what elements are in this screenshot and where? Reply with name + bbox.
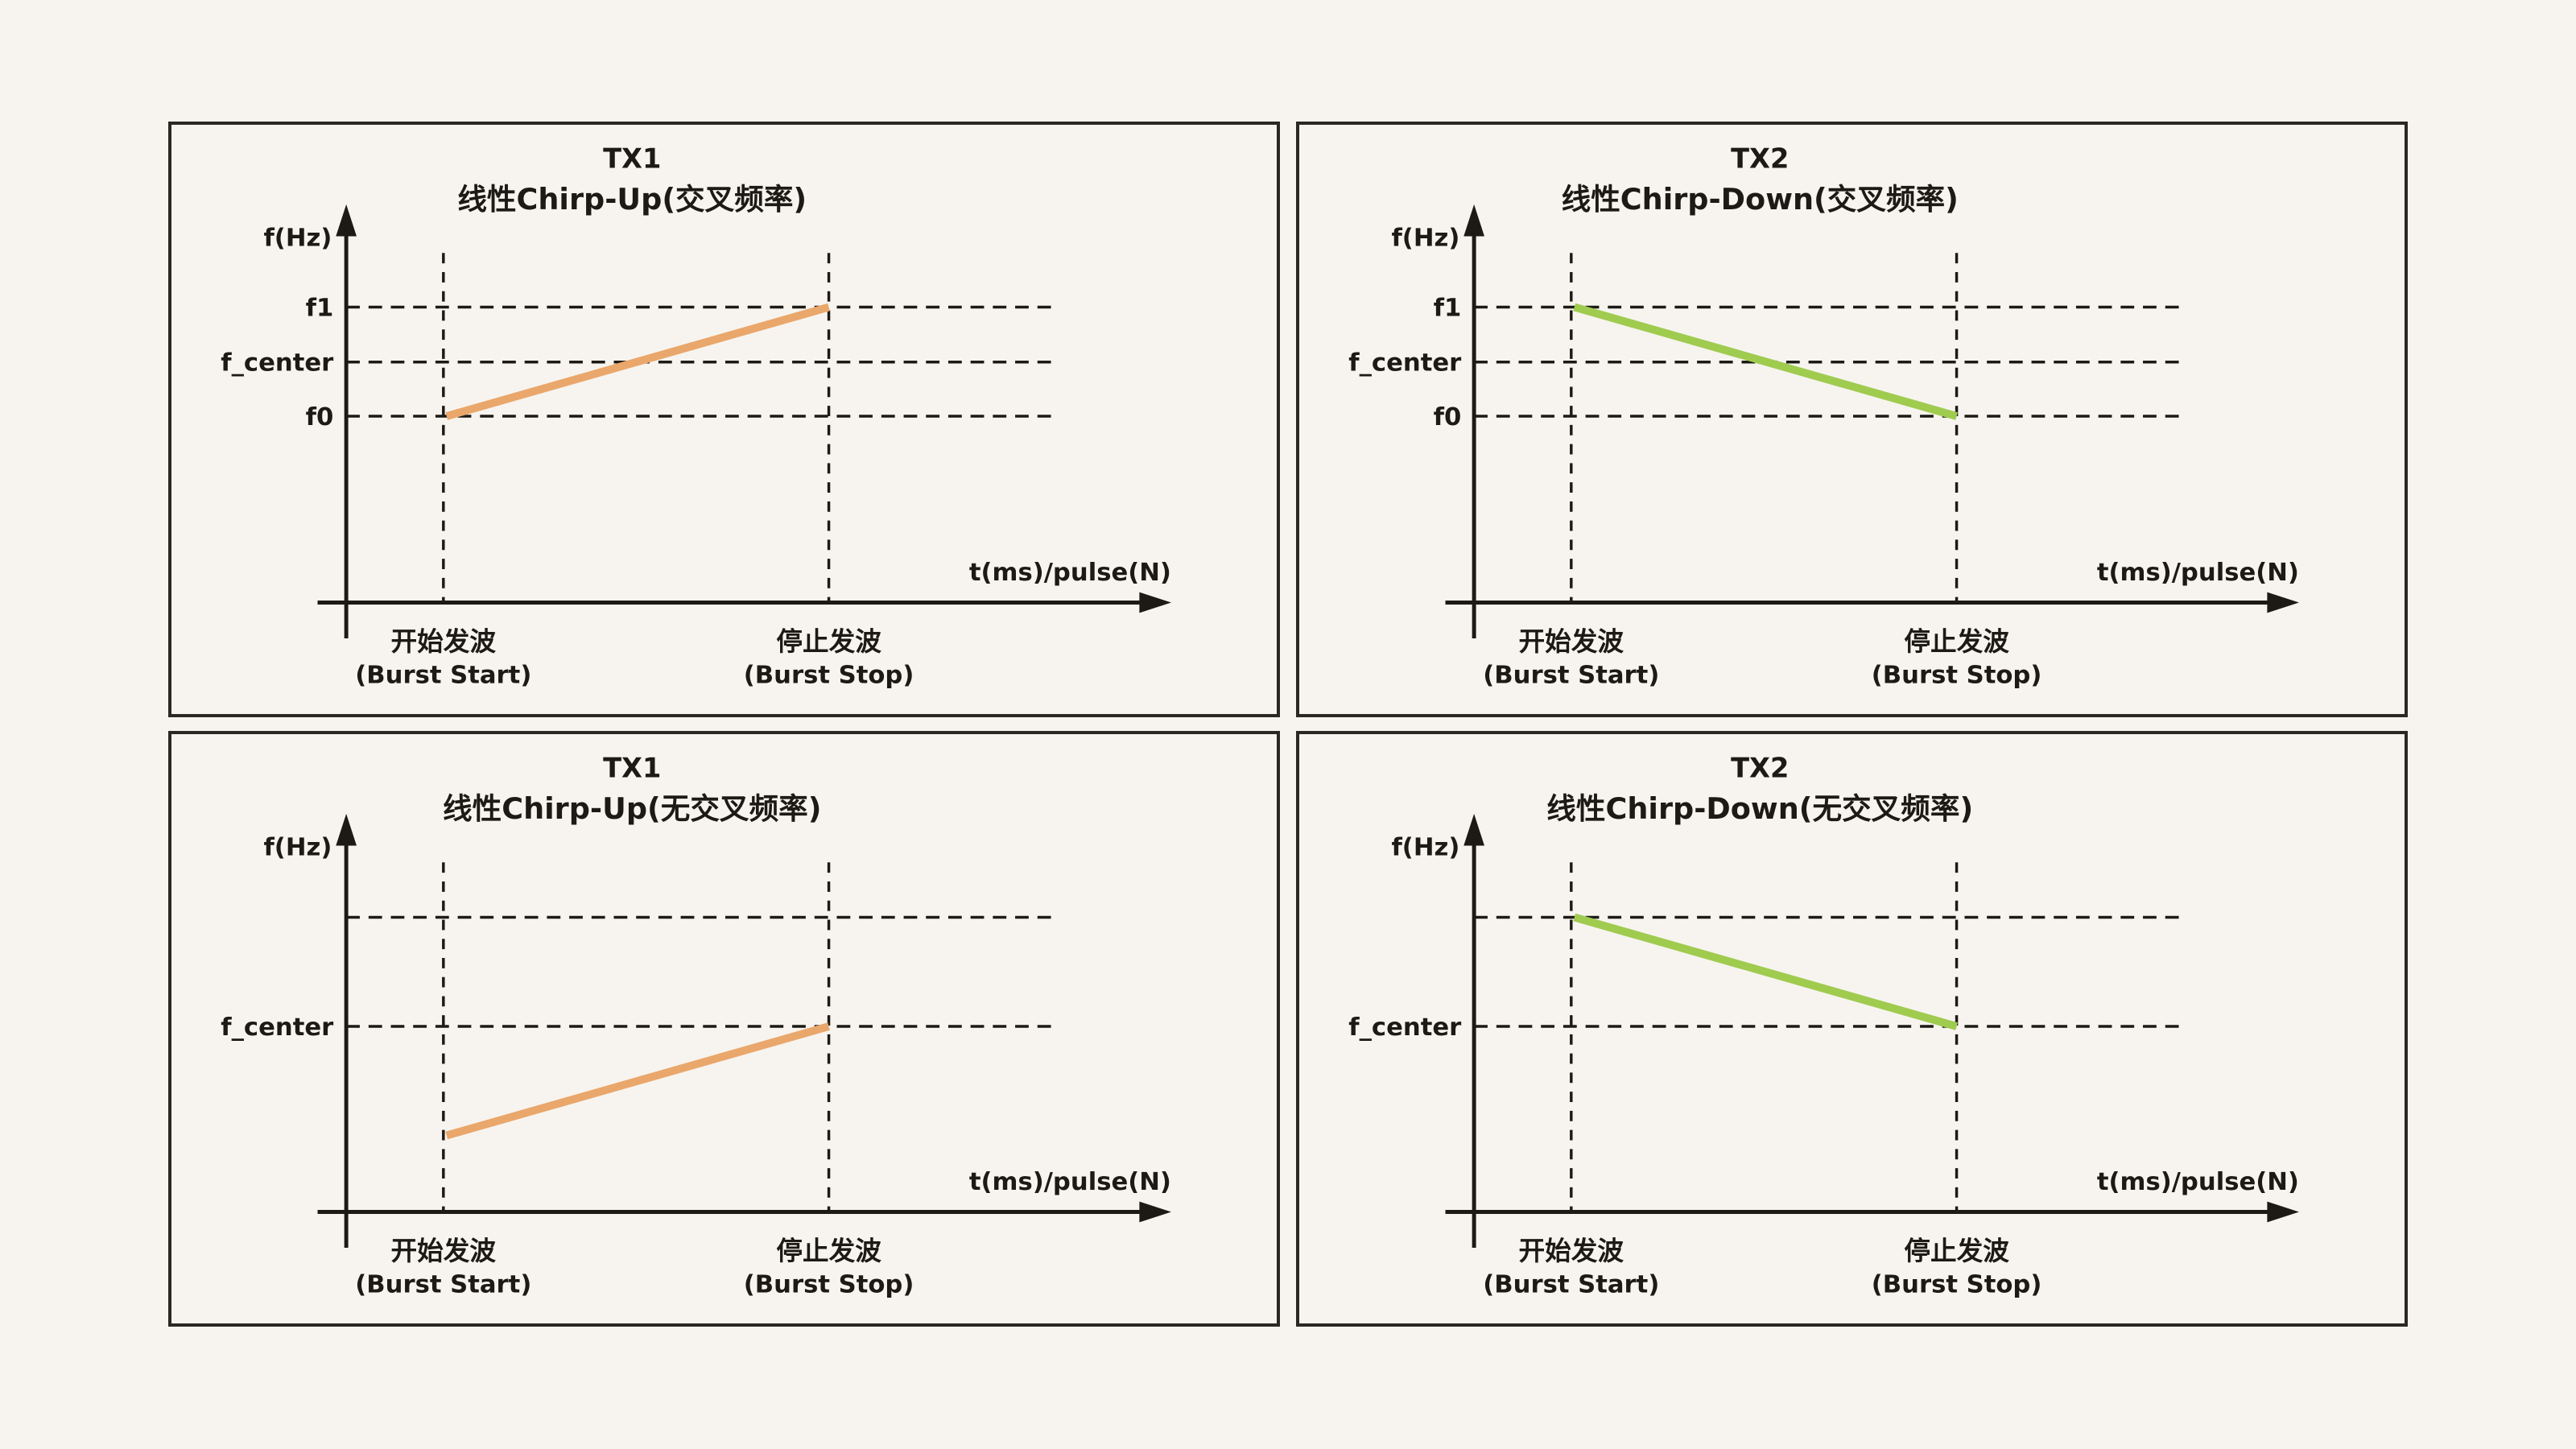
x-axis-label: t(ms)/pulse(N) bbox=[969, 559, 1171, 587]
y-tick-label: f_center bbox=[221, 349, 334, 378]
chirp-line-down bbox=[1573, 913, 1958, 1030]
panel-tx1-chirp-up-nocross: f_center TX1 线性Chirp-Up(无交叉频率) f(Hz) t(ms)/p… bbox=[168, 731, 1280, 1327]
y-axis-label: f(Hz) bbox=[263, 833, 332, 861]
y-axis-label: f(Hz) bbox=[1391, 833, 1459, 861]
x-axis-label: t(ms)/pulse(N) bbox=[969, 1168, 1171, 1196]
x-axis-label: t(ms)/pulse(N) bbox=[2097, 559, 2299, 587]
y-axis-arrow bbox=[1463, 204, 1484, 237]
panel-title-line1: TX1 bbox=[603, 142, 661, 174]
x-axis-arrow bbox=[1139, 1201, 1171, 1223]
y-axis-label: f(Hz) bbox=[263, 224, 332, 252]
y-tick-label: f0 bbox=[306, 403, 334, 431]
x-tick-label-en: (Burst Start) bbox=[355, 661, 531, 689]
x-tick-label-zh: 开始发波 bbox=[391, 626, 497, 657]
x-tick-label-en: (Burst Stop) bbox=[744, 661, 914, 689]
x-axis-label: t(ms)/pulse(N) bbox=[2097, 1168, 2299, 1196]
panel-title-line1: TX2 bbox=[1731, 752, 1789, 783]
y-tick-label: f1 bbox=[306, 294, 334, 322]
x-tick-label-zh: 停止发波 bbox=[1904, 626, 2009, 657]
panel-tx1-chirp-up-cross: f1 f_center f0 TX1 线性Chirp-Up(交叉频率) f(Hz) t(ms… bbox=[168, 122, 1280, 717]
chart-tx1-chirp-up-cross: f1 f_center f0 TX1 线性Chirp-Up(交叉频率) f(Hz) t(ms… bbox=[221, 142, 1171, 689]
panel-title-line2: 线性Chirp-Down(交叉频率) bbox=[1562, 182, 1959, 217]
chirp-line-down bbox=[1573, 303, 1958, 420]
x-tick-label-en: (Burst Start) bbox=[1483, 661, 1659, 689]
y-axis-arrow bbox=[336, 204, 357, 237]
y-tick-label: f_center bbox=[221, 1013, 334, 1042]
x-tick-label-zh: 停止发波 bbox=[1904, 1236, 2009, 1266]
x-axis-arrow bbox=[2267, 1201, 2299, 1223]
x-tick-label-en: (Burst Stop) bbox=[1872, 1270, 2042, 1298]
y-tick-label: f_center bbox=[1348, 349, 1462, 378]
x-tick-label-en: (Burst Stop) bbox=[1872, 661, 2042, 689]
y-axis-arrow bbox=[336, 813, 357, 846]
chart-tx2-chirp-down-nocross: f_center TX2 线性Chirp-Down(无交叉频率) f(Hz) t(ms)… bbox=[1348, 752, 2299, 1298]
x-tick-label-en: (Burst Start) bbox=[355, 1270, 531, 1298]
panel-tx2-chirp-down-nocross: f_center TX2 线性Chirp-Down(无交叉频率) f(Hz) t(ms)… bbox=[1296, 731, 2408, 1327]
chirp-line-up bbox=[445, 1022, 830, 1140]
chart-tx2-chirp-down-cross: f1 f_center f0 TX2 线性Chirp-Down(交叉频率) f(Hz) t(… bbox=[1348, 142, 2299, 689]
panel-tx2-chirp-down-cross: f1 f_center f0 TX2 线性Chirp-Down(交叉频率) f(Hz) t(… bbox=[1296, 122, 2408, 717]
panel-title-line1: TX1 bbox=[603, 752, 661, 783]
y-tick-label: f1 bbox=[1434, 294, 1462, 322]
y-tick-label: f_center bbox=[1348, 1013, 1462, 1042]
x-axis-arrow bbox=[2267, 592, 2299, 613]
x-tick-label-zh: 停止发波 bbox=[776, 626, 881, 657]
chart-tx1-chirp-up-nocross: f_center TX1 线性Chirp-Up(无交叉频率) f(Hz) t(ms)/p… bbox=[221, 752, 1171, 1298]
panel-title-line2: 线性Chirp-Down(无交叉频率) bbox=[1546, 791, 1973, 826]
x-tick-label-zh: 开始发波 bbox=[391, 1236, 497, 1266]
x-tick-label-en: (Burst Stop) bbox=[744, 1270, 914, 1298]
y-tick-label: f0 bbox=[1434, 403, 1462, 431]
y-axis-arrow bbox=[1463, 813, 1484, 846]
panel-title-line2: 线性Chirp-Up(无交叉频率) bbox=[443, 791, 821, 826]
x-tick-label-zh: 开始发波 bbox=[1519, 1236, 1624, 1266]
x-axis-arrow bbox=[1139, 592, 1171, 613]
x-tick-label-zh: 停止发波 bbox=[776, 1236, 881, 1266]
x-tick-label-zh: 开始发波 bbox=[1519, 626, 1624, 657]
y-axis-label: f(Hz) bbox=[1391, 224, 1459, 252]
panel-title-line2: 线性Chirp-Up(交叉频率) bbox=[457, 182, 807, 217]
panel-title-line1: TX2 bbox=[1731, 142, 1789, 174]
chirp-line-up bbox=[445, 303, 830, 420]
x-tick-label-en: (Burst Start) bbox=[1483, 1270, 1659, 1298]
